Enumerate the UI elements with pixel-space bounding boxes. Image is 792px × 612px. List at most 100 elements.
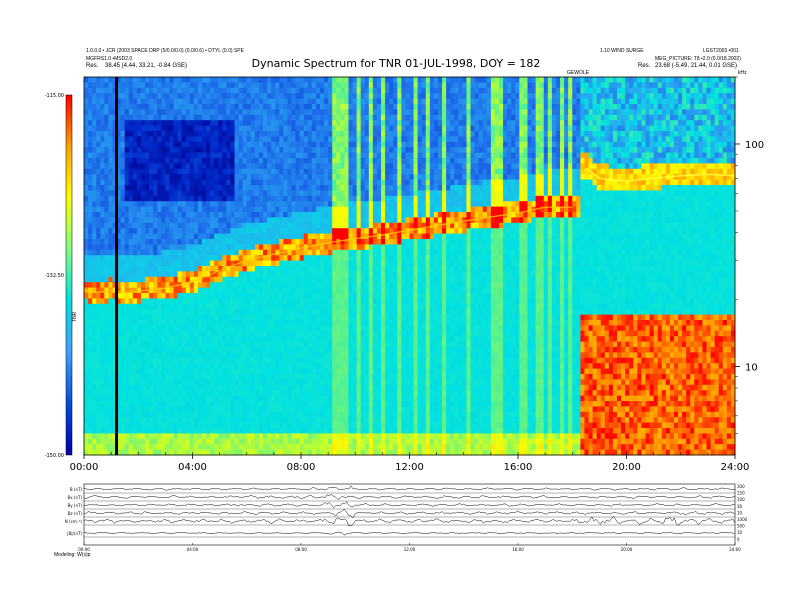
heatmap-cell [149, 190, 154, 197]
heatmap-cell [88, 222, 93, 229]
heatmap-cell [267, 185, 272, 191]
heatmap-cell [132, 158, 138, 164]
heatmap-cell [173, 390, 178, 396]
heatmap-cell [332, 93, 337, 99]
heatmap-cell [336, 368, 341, 375]
heatmap-cell [283, 379, 288, 386]
heatmap-cell [108, 77, 113, 83]
heatmap-cell [226, 320, 231, 326]
heatmap-cell [324, 314, 329, 321]
heatmap-cell [104, 136, 109, 143]
heatmap-cell [226, 222, 231, 229]
heatmap-cell [364, 293, 370, 299]
heatmap-cell [230, 249, 235, 256]
heatmap-cell [263, 433, 268, 440]
heatmap-cell [206, 228, 211, 234]
heatmap-cell [258, 109, 264, 116]
heatmap-cell [295, 347, 301, 353]
heatmap-cell [271, 239, 276, 245]
heatmap-cell [364, 77, 370, 83]
heatmap-cell [104, 82, 109, 89]
heatmap-cell [100, 131, 105, 137]
heatmap-cell [295, 368, 301, 375]
heatmap-cell [185, 136, 191, 143]
heatmap-cell [185, 222, 191, 229]
heatmap-cell [100, 114, 105, 121]
heatmap-cell [226, 390, 231, 396]
heatmap-cell [185, 314, 191, 321]
heatmap-cell [100, 422, 105, 429]
heatmap-cell [108, 303, 113, 310]
heatmap-cell [368, 282, 374, 288]
heatmap-cell [161, 422, 166, 429]
heatmap-cell [279, 206, 284, 213]
heatmap-cell [279, 276, 284, 283]
heatmap-cell [356, 217, 362, 224]
heatmap-cell [250, 449, 256, 456]
heatmap-cell [189, 309, 195, 315]
heatmap-cell [242, 87, 248, 94]
heatmap-cell [254, 368, 260, 375]
heatmap-cell [84, 174, 89, 180]
heatmap-cell [295, 293, 301, 299]
heatmap-cell [226, 411, 231, 418]
heatmap-cell [246, 217, 252, 224]
heatmap-cell [295, 195, 301, 202]
heatmap-cell [165, 428, 170, 434]
heatmap-cell [181, 136, 187, 143]
heatmap-cell [124, 239, 130, 245]
heatmap-cell [189, 374, 195, 380]
heatmap-cell [332, 185, 337, 191]
heatmap-cell [153, 185, 158, 191]
heatmap-cell [279, 131, 284, 137]
heatmap-cell [153, 303, 158, 310]
heatmap-cell [263, 233, 268, 240]
heatmap-cell [210, 114, 215, 121]
heatmap-cell [364, 390, 370, 396]
heatmap-cell [352, 201, 358, 207]
heatmap-cell [226, 363, 231, 369]
heatmap-cell [356, 136, 362, 143]
heatmap-cell [360, 163, 366, 170]
heatmap-cell [263, 239, 268, 245]
heatmap-cell [128, 168, 134, 175]
heatmap-cell [169, 98, 174, 105]
heatmap-cell [332, 114, 337, 121]
heatmap-cell [234, 244, 240, 251]
heatmap-cell [210, 233, 215, 240]
heatmap-cell [319, 357, 325, 364]
heatmap-cell [145, 141, 150, 148]
heatmap-cell [368, 109, 374, 116]
heatmap-cell [226, 77, 231, 83]
heatmap-cell [279, 82, 284, 89]
heatmap-cell [112, 93, 117, 99]
heatmap-cell [185, 233, 191, 240]
heatmap-cell [153, 379, 158, 386]
heatmap-cell [201, 330, 207, 337]
heatmap-cell [364, 422, 370, 429]
heatmap-cell [92, 271, 97, 278]
heatmap-cell [145, 428, 150, 434]
heatmap-cell [238, 212, 244, 218]
heatmap-cell [242, 438, 248, 445]
heatmap-cell [153, 217, 158, 224]
heatmap-cell [181, 325, 187, 332]
heatmap-cell [271, 417, 276, 423]
heatmap-cell [88, 185, 93, 191]
heatmap-cell [193, 444, 199, 450]
heatmap-cell [291, 87, 296, 94]
heatmap-cell [275, 330, 280, 337]
heatmap-cell [112, 433, 117, 440]
heatmap-cell [210, 444, 215, 450]
heatmap-cell [328, 158, 333, 164]
heatmap-cell [84, 136, 89, 143]
heatmap-cell [238, 141, 244, 148]
heatmap-cell [132, 255, 138, 261]
heatmap-cell [275, 266, 280, 272]
heatmap-cell [315, 282, 321, 288]
heatmap-cell [336, 217, 341, 224]
heatmap-cell [246, 260, 252, 267]
heatmap-cell [145, 325, 150, 332]
heatmap-cell [124, 428, 130, 434]
heatmap-cell [206, 368, 211, 375]
